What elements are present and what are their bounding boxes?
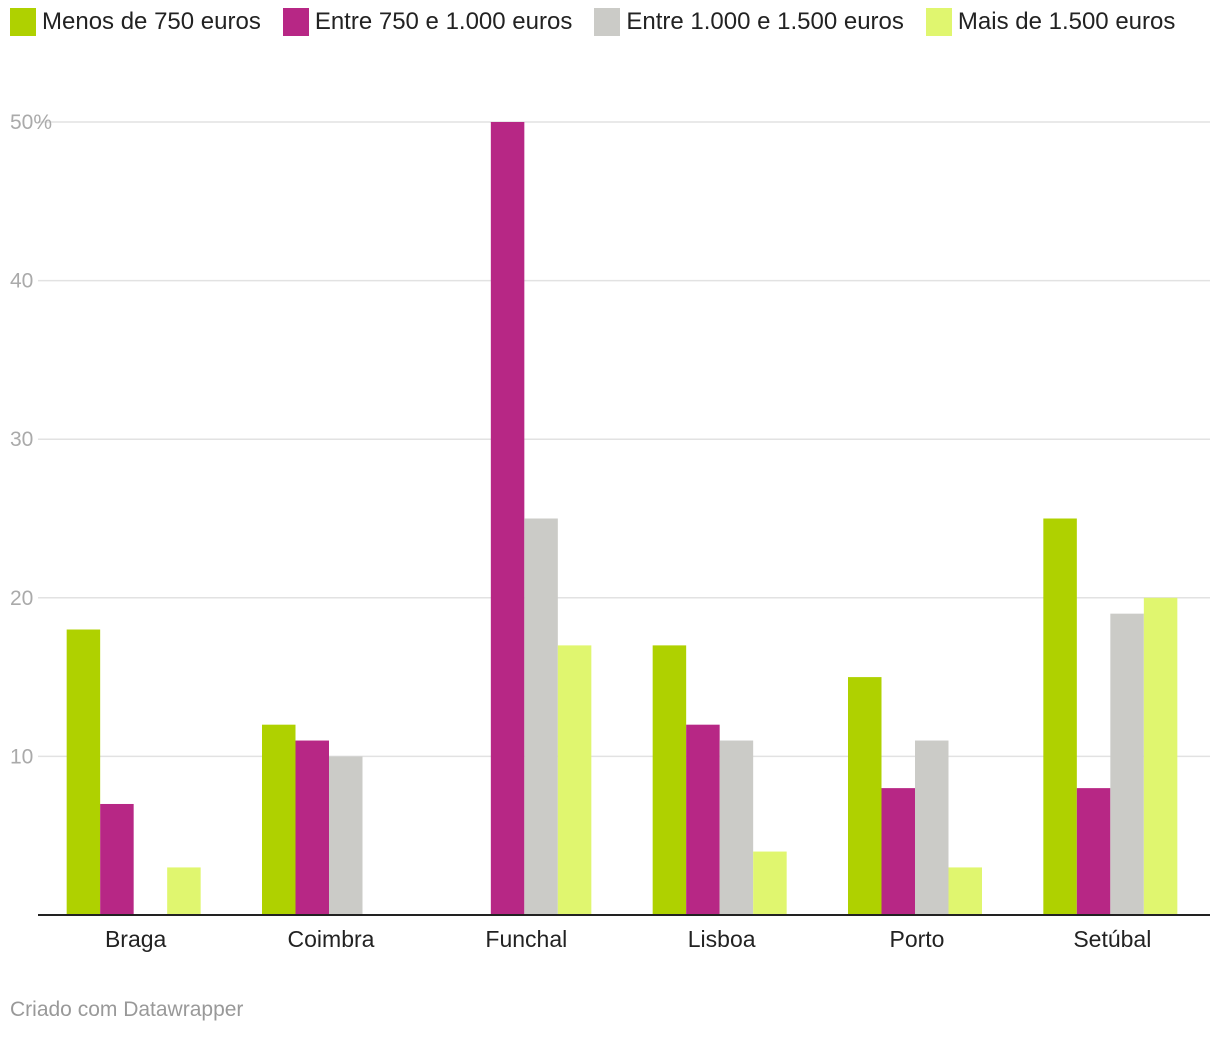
bar: [915, 740, 949, 915]
x-category-label: Braga: [105, 926, 167, 952]
y-tick-label: 50%: [10, 111, 52, 134]
bar: [881, 788, 915, 915]
legend-item-750-1000: Entre 750 e 1.000 euros: [282, 8, 573, 36]
y-tick-label: 30: [10, 428, 33, 451]
x-category-label: Porto: [890, 926, 945, 952]
bar: [262, 724, 296, 915]
bar: [1143, 597, 1178, 915]
footer-credit: Criado com Datawrapper: [10, 998, 244, 1021]
bar: [652, 645, 687, 915]
chart-legend: Menos de 750 euros Entre 750 e 1.000 eur…: [10, 8, 1197, 36]
bar: [1076, 788, 1111, 915]
legend-swatch: [10, 8, 36, 36]
bar: [719, 740, 754, 915]
bar: [1043, 518, 1077, 915]
legend-item-menos-750: Menos de 750 euros: [10, 8, 261, 36]
bar: [490, 122, 525, 915]
x-category-label: Setúbal: [1073, 926, 1151, 952]
bar: [524, 518, 558, 915]
legend-label: Menos de 750 euros: [42, 8, 261, 35]
bar: [948, 867, 982, 915]
y-tick-label: 10: [10, 745, 33, 768]
bar: [557, 645, 592, 915]
legend-label: Mais de 1.500 euros: [957, 8, 1176, 35]
bar: [66, 629, 101, 915]
legend-item-1000-1500: Entre 1.000 e 1.500 euros: [594, 8, 904, 36]
y-tick-label: 40: [10, 270, 33, 293]
bar-chart: 10 20 30 40 50% Braga Coimbra Funchal Lisboa Port…: [10, 111, 1210, 952]
legend-swatch: [594, 8, 621, 36]
bar: [100, 803, 134, 915]
legend-label: Entre 750 e 1.000 euros: [314, 8, 573, 35]
bar: [295, 740, 329, 915]
y-tick-label: 20: [10, 587, 33, 610]
legend-swatch: [282, 8, 309, 36]
legend-item-mais-1500: Mais de 1.500 euros: [925, 8, 1176, 36]
bar: [167, 867, 201, 915]
bar: [848, 677, 882, 915]
x-category-label: Lisboa: [688, 926, 756, 952]
bar: [753, 851, 787, 915]
legend-label: Entre 1.000 e 1.500 euros: [626, 8, 904, 35]
x-category-label: Funchal: [485, 926, 567, 952]
x-category-label: Coimbra: [288, 926, 375, 952]
bar: [1110, 613, 1144, 915]
bar: [686, 724, 720, 915]
bar: [329, 756, 363, 915]
legend-swatch: [925, 8, 952, 36]
